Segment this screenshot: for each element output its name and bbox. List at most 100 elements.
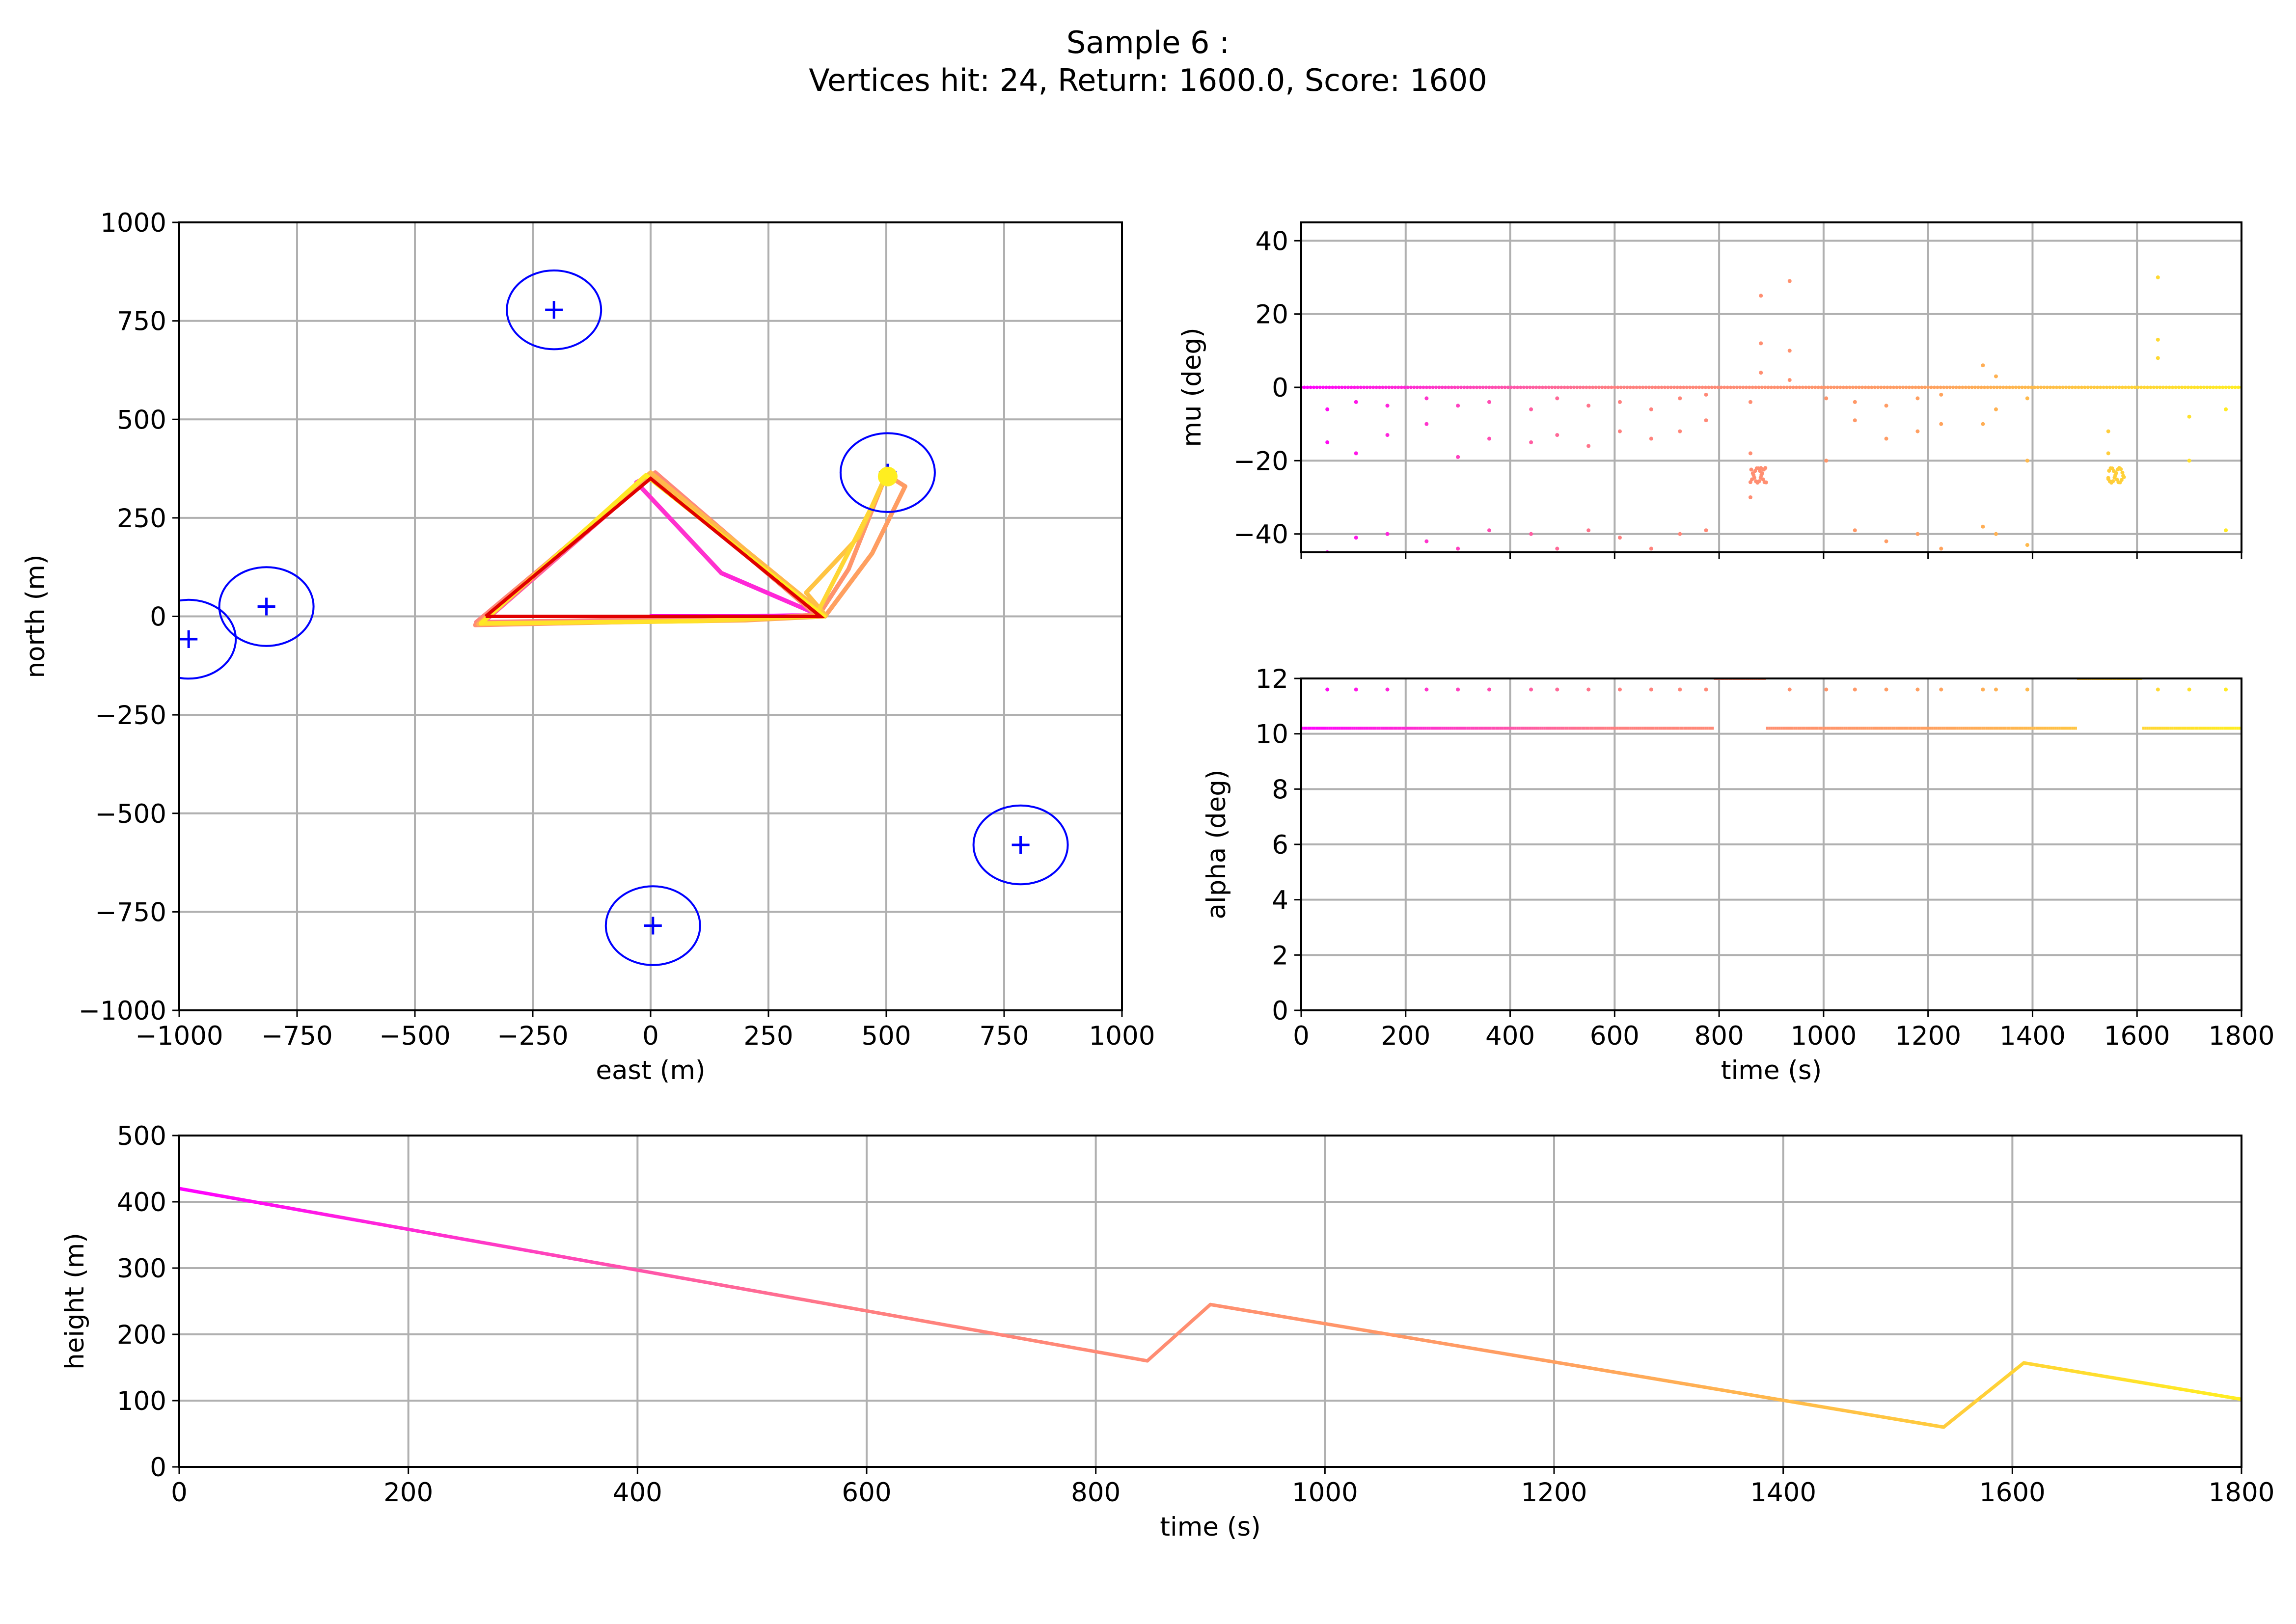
mu-point	[1354, 536, 1358, 540]
alpha-point	[1617, 687, 1622, 692]
mu-point	[2155, 385, 2159, 389]
mu-point	[1770, 385, 1773, 389]
mu-point	[2192, 385, 2196, 389]
mu-point	[1503, 385, 1507, 389]
mu-point	[1741, 385, 1745, 389]
mu-point	[1603, 385, 1607, 389]
mu-point	[1748, 451, 1752, 456]
mu-point	[1895, 385, 1899, 389]
mu-point	[1876, 385, 1880, 389]
mu-point	[1710, 385, 1714, 389]
mu-point	[2156, 356, 2160, 360]
mu-point	[1428, 385, 1432, 389]
alpha-point	[1939, 687, 1943, 692]
mu-point	[2120, 385, 2124, 389]
mu-point	[2183, 385, 2187, 389]
mu-point	[2020, 385, 2024, 389]
mu-point	[1638, 385, 1641, 389]
mu-point	[2119, 478, 2124, 482]
mu-point	[1884, 436, 1888, 441]
mu-point	[1660, 385, 1664, 389]
mu-point	[1729, 385, 1733, 389]
mu-point	[1776, 385, 1779, 389]
ticks: −1000 −750 −500 −250 0 250 500 750 1000 −1000 −750…	[79, 208, 1155, 1051]
mu-point	[2146, 385, 2149, 389]
mu-point	[1412, 385, 1416, 389]
alpha-point	[2156, 687, 2160, 692]
mu-point	[1613, 385, 1616, 389]
mu-point	[2186, 385, 2190, 389]
mu-point	[1926, 385, 1930, 389]
mu-point	[2064, 385, 2068, 389]
target-circle	[839, 432, 936, 513]
x-tick-label: 250	[743, 1021, 793, 1051]
mu-point	[1462, 385, 1466, 389]
mu-point	[1958, 385, 1961, 389]
mu-point	[2237, 385, 2241, 389]
mu-point	[1939, 546, 1943, 551]
x-tick-label: 1000	[1292, 1478, 1358, 1508]
mu-point	[1810, 385, 1814, 389]
mu-point	[2214, 385, 2218, 389]
mu-point	[1349, 385, 1353, 389]
height-line-segment	[1951, 1410, 1964, 1422]
mu-point	[1994, 407, 1998, 411]
alpha-point	[1529, 687, 1533, 692]
mu-point	[1884, 539, 1888, 543]
y-tick-label: 500	[117, 1121, 166, 1151]
trajectory-segment	[816, 567, 851, 619]
alpha-point	[1555, 687, 1559, 692]
x-tick-label: 1000	[1790, 1021, 1857, 1051]
mu-point	[1884, 404, 1888, 408]
mu-point	[1913, 385, 1917, 389]
trajectory-segment	[804, 590, 828, 618]
mu-point	[2061, 385, 2065, 389]
mu-point	[1678, 532, 1682, 536]
mu-point	[2058, 385, 2062, 389]
mu-point	[2119, 467, 2123, 471]
plot-area	[1301, 275, 2241, 552]
mu-point	[1995, 385, 1999, 389]
y-tick-label: −40	[1233, 520, 1288, 550]
mu-point	[2106, 451, 2110, 456]
x-tick-label: 0	[1293, 1021, 1310, 1051]
mu-point	[1911, 385, 1914, 389]
mu-point	[1951, 385, 1955, 389]
mu-point	[1915, 396, 1920, 401]
mu-point	[1816, 385, 1820, 389]
mu-point	[1553, 385, 1557, 389]
y-tick-label: 6	[1272, 830, 1288, 860]
mu-point	[2221, 385, 2225, 389]
mu-point	[2108, 385, 2112, 389]
mu-point	[2177, 385, 2181, 389]
mu-point	[1863, 385, 1867, 389]
mu-point	[1954, 385, 1958, 389]
mu-point	[1961, 385, 1965, 389]
figure-title-line2: Vertices hit: 24, Return: 1600.0, Score:…	[809, 62, 1487, 98]
mu-point	[2167, 385, 2171, 389]
mu-point	[1657, 385, 1661, 389]
mu-point	[1591, 385, 1595, 389]
x-tick-label: 200	[1381, 1021, 1430, 1051]
mu-point	[2051, 385, 2055, 389]
mu-point	[1459, 385, 1463, 389]
alpha-point	[1354, 687, 1358, 692]
mu-point	[1870, 385, 1874, 389]
mu-point	[1622, 385, 1626, 389]
alpha-point	[1994, 687, 1998, 692]
alpha-point	[1704, 687, 1708, 692]
mu-point	[1841, 385, 1845, 389]
mu-point	[2217, 385, 2221, 389]
mu-point	[1752, 476, 1756, 480]
mu-point	[1617, 429, 1622, 433]
mu-point	[1625, 385, 1629, 389]
x-tick-label: 800	[1695, 1021, 1744, 1051]
mu-point	[1490, 385, 1494, 389]
mu-point	[1920, 385, 1924, 389]
mu-point	[1409, 385, 1413, 389]
mu-point	[1525, 385, 1529, 389]
x-tick-label: 500	[861, 1021, 911, 1051]
height-line-segment	[1978, 1388, 1992, 1400]
y-tick-label: 0	[150, 1453, 166, 1483]
mu-point	[1994, 374, 1998, 379]
